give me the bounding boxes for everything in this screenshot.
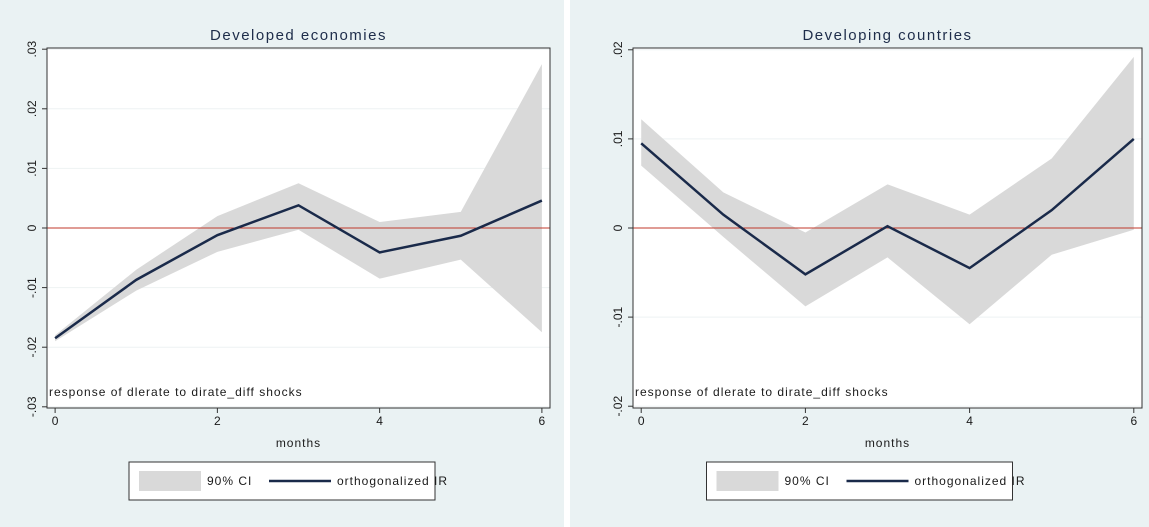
y-tick-label: .01 bbox=[611, 130, 625, 147]
y-tick-label: 0 bbox=[25, 224, 39, 231]
legend-label: 90% CI bbox=[207, 474, 252, 488]
x-axis-label: months bbox=[276, 436, 321, 450]
legend-label: 90% CI bbox=[785, 474, 830, 488]
annotation: response of dlerate to dirate_diff shock… bbox=[635, 385, 889, 399]
plot-frame bbox=[46, 47, 551, 409]
y-tick-label: 0 bbox=[611, 224, 625, 231]
x-tick-label: 4 bbox=[376, 414, 383, 428]
y-tick-label: .03 bbox=[25, 41, 39, 58]
y-tick-label: -.03 bbox=[25, 396, 39, 417]
plot-frame bbox=[632, 47, 1143, 409]
ir-line bbox=[54, 199, 543, 340]
y-tick-label: -.02 bbox=[25, 337, 39, 358]
legend-label: orthogonalized IR bbox=[337, 474, 448, 488]
ci-band bbox=[641, 56, 1134, 325]
y-tick-label: .02 bbox=[611, 41, 625, 58]
x-tick-label: 0 bbox=[638, 414, 645, 428]
y-tick-label: -.01 bbox=[611, 306, 625, 327]
x-tick-label: 4 bbox=[966, 414, 973, 428]
x-tick-label: 0 bbox=[52, 414, 59, 428]
legend-swatch bbox=[139, 471, 201, 491]
x-axis-label: months bbox=[865, 436, 910, 450]
chart-title: Developing countries bbox=[802, 27, 972, 44]
chart-title: Developed economies bbox=[210, 27, 387, 44]
x-tick-label: 2 bbox=[802, 414, 809, 428]
y-tick-label: -.02 bbox=[611, 396, 625, 417]
ci-band bbox=[55, 64, 542, 342]
legend-swatch bbox=[716, 471, 779, 491]
x-tick-label: 6 bbox=[1130, 414, 1137, 428]
annotation: response of dlerate to dirate_diff shock… bbox=[49, 385, 303, 399]
y-tick-label: .01 bbox=[25, 160, 39, 177]
x-tick-label: 6 bbox=[539, 414, 546, 428]
y-tick-label: -.01 bbox=[25, 277, 39, 298]
legend-label: orthogonalized IR bbox=[915, 474, 1026, 488]
ir-line bbox=[640, 137, 1135, 276]
y-tick-label: .02 bbox=[25, 100, 39, 117]
x-tick-label: 2 bbox=[214, 414, 221, 428]
